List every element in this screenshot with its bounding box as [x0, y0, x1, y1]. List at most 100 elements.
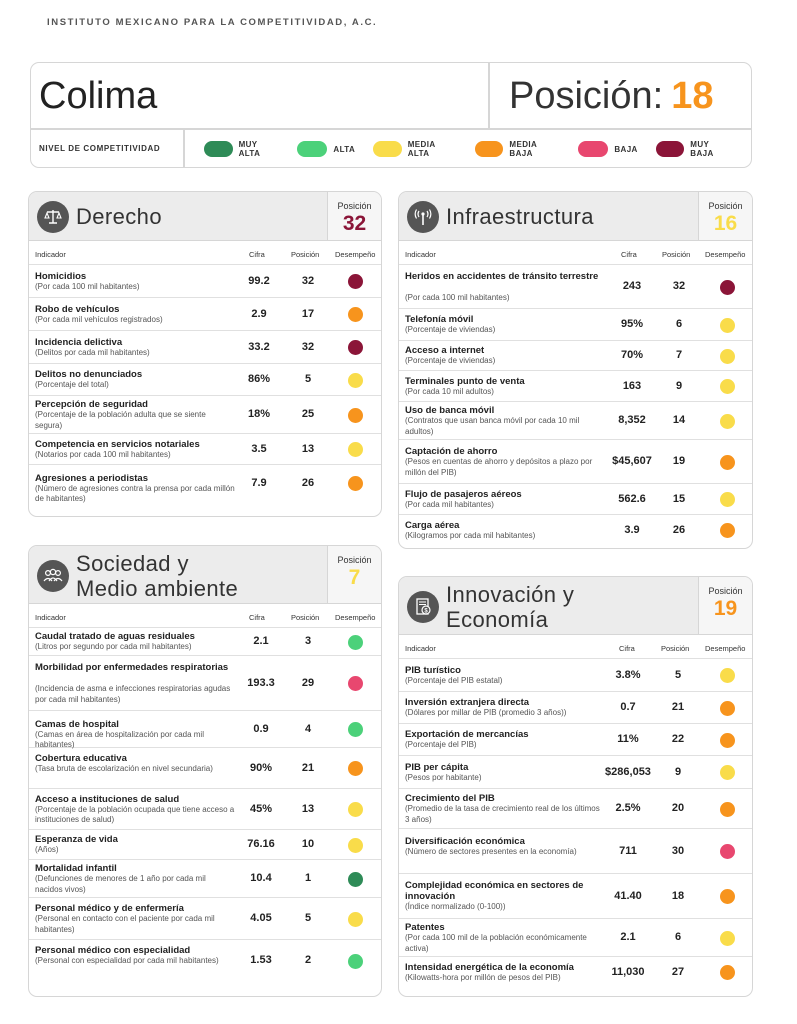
- performance-indicator: [719, 732, 735, 748]
- indicator-name: Inversión extranjera directa: [405, 697, 530, 709]
- indicator-position: 20: [671, 802, 685, 814]
- indicator-position: 22: [671, 733, 685, 745]
- indicator-position: 27: [671, 965, 685, 978]
- column-header-row: Indicador Cifra Posición Desempeño: [29, 241, 381, 265]
- indicator-description: (Notarios por cada 100 mil habitantes): [35, 449, 171, 459]
- indicator-name: Competencia en servicios notariales: [35, 438, 200, 450]
- indicator-value: 33.2: [248, 340, 270, 353]
- indicator-position: 10: [301, 838, 315, 850]
- indicator-description: (Promedio de la tasa de crecimiento real…: [405, 804, 600, 824]
- legend-item: ALTA: [297, 141, 355, 157]
- indicator-description: (Porcentaje del PIB estatal): [405, 675, 503, 685]
- indicator-position: 9: [675, 379, 683, 392]
- table-row: Competencia en servicios notariales (Nota…: [29, 434, 381, 465]
- performance-indicator: [719, 965, 735, 980]
- indicator-value: 3.8%: [615, 668, 641, 681]
- indicator-name: Terminales punto de venta: [405, 375, 525, 387]
- column-header-cifra: Cifra: [249, 613, 265, 622]
- indicator-description: (Defunciones de menores de 1 año por cad…: [35, 874, 206, 894]
- indicator-value: 2.9: [251, 307, 267, 320]
- indicator-position: 13: [301, 442, 315, 455]
- table-row: Cobertura educativa (Tasa bruta de escola…: [29, 748, 381, 789]
- indicator-position: 29: [301, 676, 315, 689]
- institute-name: INSTITUTO MEXICANO PARA LA COMPETITIVIDA…: [47, 17, 378, 28]
- performance-indicator: [719, 348, 735, 364]
- overall-position-value: 18: [671, 75, 714, 117]
- indicator-rows: Heridos en accidentes de tránsito terres…: [399, 265, 752, 546]
- indicator-description: (Por cada mil vehículos registrados): [35, 314, 163, 324]
- indicator-name: Camas de hospital: [35, 718, 119, 730]
- indicator-description: (Por cada 10 mil adultos): [405, 386, 494, 396]
- column-header-row: Indicador Cifra Posición Desempeño: [399, 635, 752, 659]
- column-header-posicion: Posición: [662, 250, 691, 259]
- legend-item: MEDIA ALTA: [373, 140, 457, 158]
- table-row: Captación de ahorro (Pesos en cuentas de …: [399, 440, 752, 484]
- indicator-value: 99.2: [248, 274, 270, 287]
- performance-indicator: [719, 523, 735, 538]
- legend-label: MUY ALTA: [238, 140, 261, 158]
- indicator-name: Personal médico con especialidad: [35, 945, 191, 956]
- indicator-name: Heridos en accidentes de tránsito terres…: [405, 270, 599, 282]
- performance-indicator: [347, 372, 363, 388]
- performance-indicator: [347, 911, 363, 927]
- column-header-posicion: Posición: [291, 613, 320, 622]
- table-row: Inversión extranjera directa (Dólares por…: [399, 692, 752, 724]
- legend-swatch: [204, 141, 233, 157]
- card-title-line2: Medio ambiente: [76, 576, 239, 601]
- indicator-value: 2.1: [620, 931, 636, 943]
- card-title: Infraestructura: [446, 204, 594, 229]
- indicator-value: 163: [622, 379, 642, 392]
- indicator-value: 2.5%: [615, 802, 641, 814]
- table-row: Acceso a instituciones de salud (Porcenta…: [29, 789, 381, 830]
- indicator-name: Personal médico y de enfermería: [35, 903, 184, 914]
- header-card: Colima Posición: 18 NIVEL DE COMPETITIVID…: [30, 62, 752, 168]
- indicator-value: 4.05: [250, 912, 272, 924]
- indicator-position: 21: [671, 701, 685, 713]
- indicator-value: 7.9: [251, 476, 267, 489]
- table-row: Esperanza de vida (Años) 76.16 10: [29, 830, 381, 860]
- indicator-description: (Pesos en cuentas de ahorro y depósitos …: [405, 457, 593, 477]
- indicator-position: 30: [671, 844, 685, 857]
- table-row: Agresiones a periodistas (Número de agres…: [29, 465, 381, 503]
- indicator-name: Captación de ahorro: [405, 446, 498, 457]
- legend-swatch: [655, 141, 685, 157]
- indicator-position: 32: [301, 274, 315, 287]
- table-row: Terminales punto de venta (Por cada 10 mi…: [399, 371, 752, 402]
- indicator-rows: PIB turístico (Porcentaje del PIB estatal…: [399, 659, 752, 988]
- table-row: Crecimiento del PIB (Promedio de la tasa …: [399, 789, 752, 829]
- indicator-position: 5: [304, 373, 312, 385]
- indicator-description: (Por cada mil habitantes): [405, 499, 494, 509]
- indicator-description: (Camas en área de hospitalización por ca…: [35, 729, 204, 750]
- indicator-value: 76.16: [247, 838, 275, 850]
- pillar-position-label: Posición: [337, 555, 372, 565]
- table-row: Camas de hospital (Camas en área de hospi…: [29, 711, 381, 750]
- indicator-name: Complejidad económica en sectores de inn…: [405, 880, 584, 903]
- table-row: Uso de banca móvil (Contratos que usan ba…: [399, 402, 752, 440]
- table-row: Telefonía móvil (Porcentaje de viviendas)…: [399, 309, 752, 341]
- pillar-position-box: Posición 16: [698, 192, 752, 240]
- table-row: Caudal tratado de aguas residuales (Litro…: [29, 628, 381, 656]
- indicator-name: Incidencia delictiva: [35, 336, 123, 348]
- column-header-row: Indicador Cifra Posición Desempeño: [399, 241, 752, 265]
- indicator-value: 562.6: [618, 492, 646, 505]
- table-row: Flujo de pasajeros aéreos (Por cada mil h…: [399, 484, 752, 515]
- indicator-name: Telefonía móvil: [405, 314, 474, 326]
- svg-text:$: $: [424, 608, 428, 614]
- table-row: Homicidios (Por cada 100 mil habitantes) 9…: [29, 265, 381, 298]
- indicator-position: 32: [301, 340, 315, 353]
- indicator-description: (Número de sectores presentes en la econ…: [405, 846, 577, 856]
- indicator-position: 21: [301, 761, 315, 774]
- indicator-value: 90%: [249, 761, 273, 774]
- performance-indicator: [347, 634, 363, 650]
- pillar-position-value: 19: [713, 597, 738, 620]
- legend-swatch: [297, 141, 328, 157]
- indicator-value: 45%: [249, 802, 273, 815]
- indicator-position: 18: [671, 889, 685, 902]
- pillar-position-value: 7: [348, 566, 361, 589]
- indicator-value: 70%: [620, 349, 644, 361]
- performance-indicator: [719, 700, 735, 716]
- performance-indicator: [719, 413, 735, 429]
- table-row: Acceso a internet (Porcentaje de vivienda…: [399, 341, 752, 371]
- indicator-position: 26: [301, 476, 315, 489]
- indicator-name: Uso de banca móvil: [405, 405, 495, 416]
